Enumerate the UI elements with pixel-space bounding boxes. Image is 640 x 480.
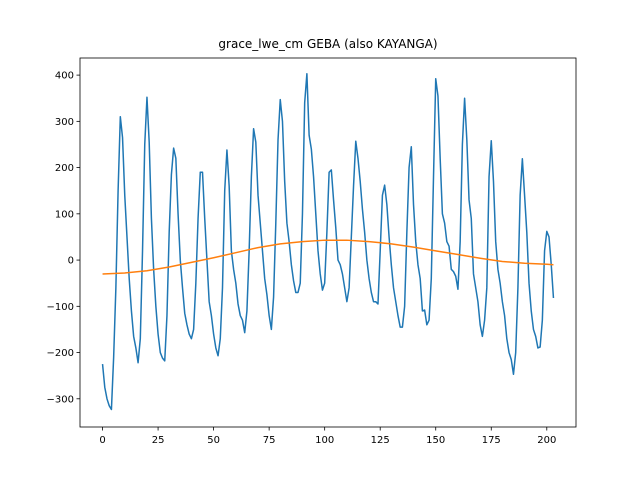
x-tick-label: 175 <box>482 435 501 446</box>
x-tick-label: 100 <box>315 435 334 446</box>
y-tick-label: −200 <box>47 348 74 359</box>
x-tick-label: 200 <box>537 435 556 446</box>
y-tick-label: −300 <box>47 394 74 405</box>
y-tick-label: 100 <box>55 209 74 220</box>
x-tick-label: 25 <box>152 435 165 446</box>
y-tick-label: 300 <box>55 117 74 128</box>
y-tick-label: 0 <box>68 256 74 267</box>
x-tick-label: 75 <box>263 435 276 446</box>
y-tick-label: 200 <box>55 163 74 174</box>
chart-title: grace_lwe_cm GEBA (also KAYANGA) <box>218 37 437 51</box>
x-tick-label: 150 <box>426 435 445 446</box>
data-line <box>102 239 554 275</box>
x-tick-label: 50 <box>207 435 220 446</box>
y-tick-label: −100 <box>47 302 74 313</box>
y-tick-label: 400 <box>55 71 74 82</box>
data-line <box>101 72 555 411</box>
x-tick-label: 0 <box>99 435 105 446</box>
x-tick-label: 125 <box>371 435 390 446</box>
plot-frame <box>79 57 577 428</box>
